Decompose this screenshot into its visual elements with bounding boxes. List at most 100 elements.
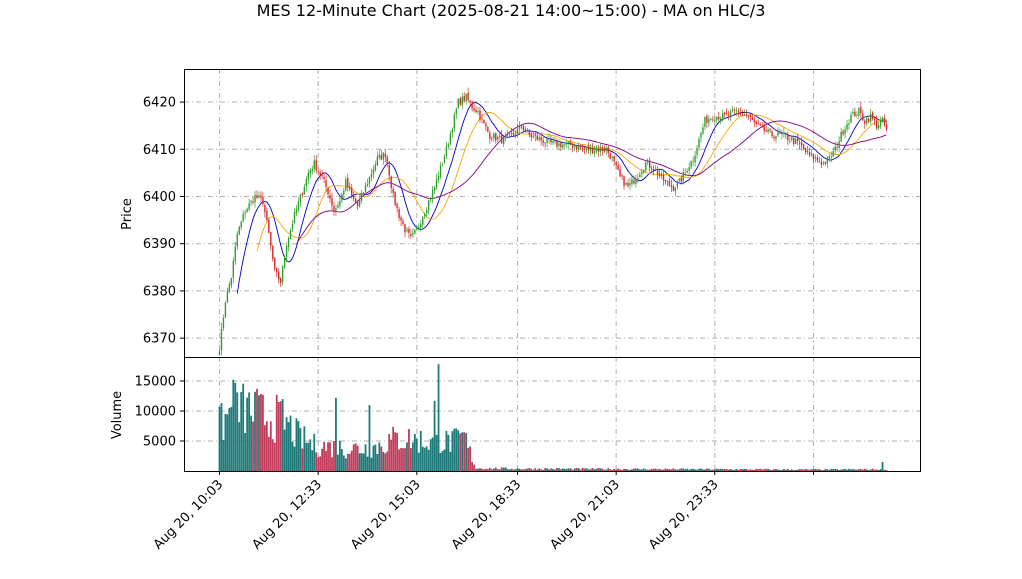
- volume-bar: [542, 469, 545, 471]
- candle: [672, 184, 675, 192]
- candle: [449, 130, 452, 146]
- candle-body: [339, 200, 341, 206]
- candle: [585, 146, 588, 154]
- candle-body: [384, 153, 386, 158]
- candle: [234, 241, 236, 265]
- candle-body: [633, 180, 635, 184]
- candle-body: [435, 179, 438, 188]
- candle-body: [315, 160, 317, 171]
- candle-body: [252, 201, 254, 203]
- volume-bar: [445, 430, 448, 471]
- candle-body: [528, 130, 531, 135]
- volume-bar: [855, 469, 858, 471]
- candle: [574, 143, 576, 152]
- volume-bar: [380, 446, 383, 471]
- candle-body: [534, 134, 536, 136]
- candle: [842, 129, 844, 137]
- candle: [647, 158, 649, 165]
- candle: [325, 174, 327, 193]
- volume-bar: [281, 399, 284, 471]
- candle: [475, 105, 477, 114]
- volume-bar: [826, 469, 829, 471]
- candle: [427, 199, 430, 215]
- candle-body: [343, 190, 345, 195]
- volume-bar: [664, 468, 667, 471]
- volume-bar: [771, 470, 773, 471]
- volume-bar: [319, 456, 322, 471]
- candle-body: [562, 144, 564, 148]
- candle-body: [779, 133, 781, 134]
- candle: [349, 182, 351, 192]
- candle-body: [293, 212, 296, 223]
- volume-bar: [550, 468, 552, 471]
- candle: [481, 113, 483, 124]
- candle: [662, 170, 665, 186]
- candle-body: [396, 204, 398, 209]
- candle-body: [836, 147, 838, 149]
- candle: [877, 121, 880, 131]
- candle-body: [218, 351, 221, 356]
- ma-mid-line: [256, 112, 887, 252]
- candle: [435, 173, 438, 191]
- volume-bar: [615, 469, 618, 471]
- candle: [783, 127, 785, 138]
- candle-body: [783, 132, 785, 134]
- candle-body: [351, 187, 353, 196]
- volume-bar: [346, 453, 349, 471]
- candle-body: [427, 200, 430, 211]
- candle: [854, 107, 856, 117]
- volume-bar: [277, 401, 280, 471]
- candle-body: [246, 208, 248, 212]
- candle: [763, 120, 765, 135]
- candle: [388, 160, 390, 181]
- volume-bar: [307, 442, 310, 471]
- volume-bar: [717, 469, 720, 471]
- candle: [692, 156, 694, 166]
- candle: [846, 119, 848, 133]
- candle: [295, 205, 298, 217]
- volume-bar: [867, 470, 870, 471]
- candle: [686, 168, 688, 174]
- candle: [844, 125, 846, 139]
- candle: [779, 128, 781, 135]
- volume-bar: [238, 422, 241, 471]
- candle: [589, 143, 592, 156]
- volume-bar: [372, 445, 375, 471]
- candle-body: [595, 148, 598, 152]
- candle: [364, 182, 367, 193]
- candle: [335, 204, 337, 216]
- candle-body: [660, 173, 663, 177]
- candle-body: [767, 129, 769, 132]
- volume-bar: [759, 468, 762, 471]
- candle-body: [358, 199, 361, 207]
- candle: [546, 135, 548, 148]
- candle-body: [684, 171, 686, 173]
- candle-body: [581, 147, 584, 149]
- volume-bar: [767, 468, 769, 471]
- volume-bar: [492, 468, 495, 471]
- candle-body: [694, 155, 696, 163]
- volume-bar: [682, 468, 685, 471]
- candle-body: [759, 124, 761, 126]
- volume-bar: [368, 405, 371, 471]
- candle: [390, 175, 392, 194]
- candle: [337, 201, 339, 209]
- candle-body: [510, 133, 513, 134]
- volume-bar: [879, 469, 882, 471]
- candle: [526, 127, 529, 133]
- candle-body: [704, 117, 706, 127]
- candle: [360, 189, 363, 204]
- volume-y-ticks: 5000 10000 15000: [135, 375, 184, 450]
- candle-body: [702, 127, 704, 134]
- candle: [404, 223, 406, 238]
- candle-body: [589, 147, 592, 151]
- volume-bar: [660, 469, 663, 471]
- volume-bar: [692, 468, 695, 471]
- volume-bar: [806, 469, 809, 471]
- candle: [347, 173, 349, 192]
- volume-bar: [540, 469, 543, 471]
- volume-bar: [779, 469, 781, 471]
- candle-body: [412, 232, 414, 235]
- candle: [323, 172, 325, 184]
- volume-bar: [516, 468, 519, 471]
